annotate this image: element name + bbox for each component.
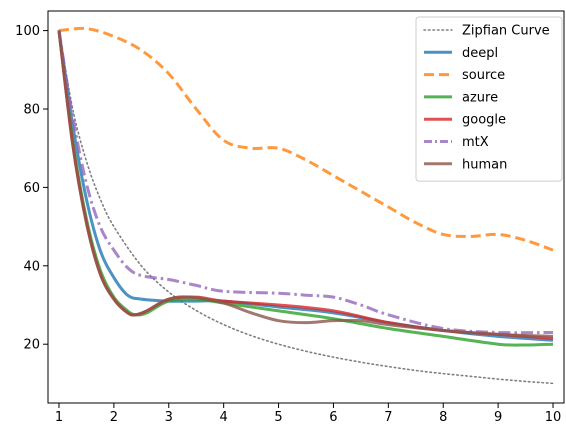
series-layer: [57, 26, 554, 385]
legend-label: google: [462, 113, 506, 128]
legend-box: [415, 16, 563, 182]
x-tick-label: 7: [384, 410, 392, 424]
plot-frame: [47, 10, 565, 404]
legend-label: human: [462, 157, 507, 172]
x-tick-label: 2: [110, 410, 118, 424]
series-line-human: [57, 30, 554, 338]
y-tick-label: 80: [23, 103, 40, 118]
x-tick-label: 5: [274, 410, 282, 424]
legend-label: deepl: [462, 46, 498, 61]
x-tick-label: 6: [329, 410, 337, 424]
y-tick-label: 20: [23, 338, 40, 353]
y-axis: 20 40 60 80 100: [15, 24, 48, 353]
y-tick-label: 40: [23, 259, 40, 274]
x-tick-label: 10: [545, 410, 562, 424]
y-tick-label: 60: [23, 181, 40, 196]
y-tick-label: 100: [15, 24, 40, 39]
x-tick-label: 3: [165, 410, 173, 424]
series-line-zipfian-curve: [58, 29, 554, 385]
x-tick-label: 9: [494, 410, 502, 424]
x-tick-label: 4: [220, 410, 228, 424]
x-tick-label: 8: [439, 410, 447, 424]
series-line-mtx: [57, 30, 554, 335]
x-tick-label: 1: [55, 410, 63, 424]
x-axis: 1 2 3 4 5 6 7 8 9 10: [55, 403, 561, 424]
legend-label: azure: [462, 90, 498, 105]
legend: Zipfian Curve deepl source azure google mtX hu…: [415, 16, 563, 182]
legend-label: mtX: [462, 135, 489, 150]
legend-label: source: [462, 68, 505, 83]
legend-label: Zipfian Curve: [462, 24, 550, 39]
